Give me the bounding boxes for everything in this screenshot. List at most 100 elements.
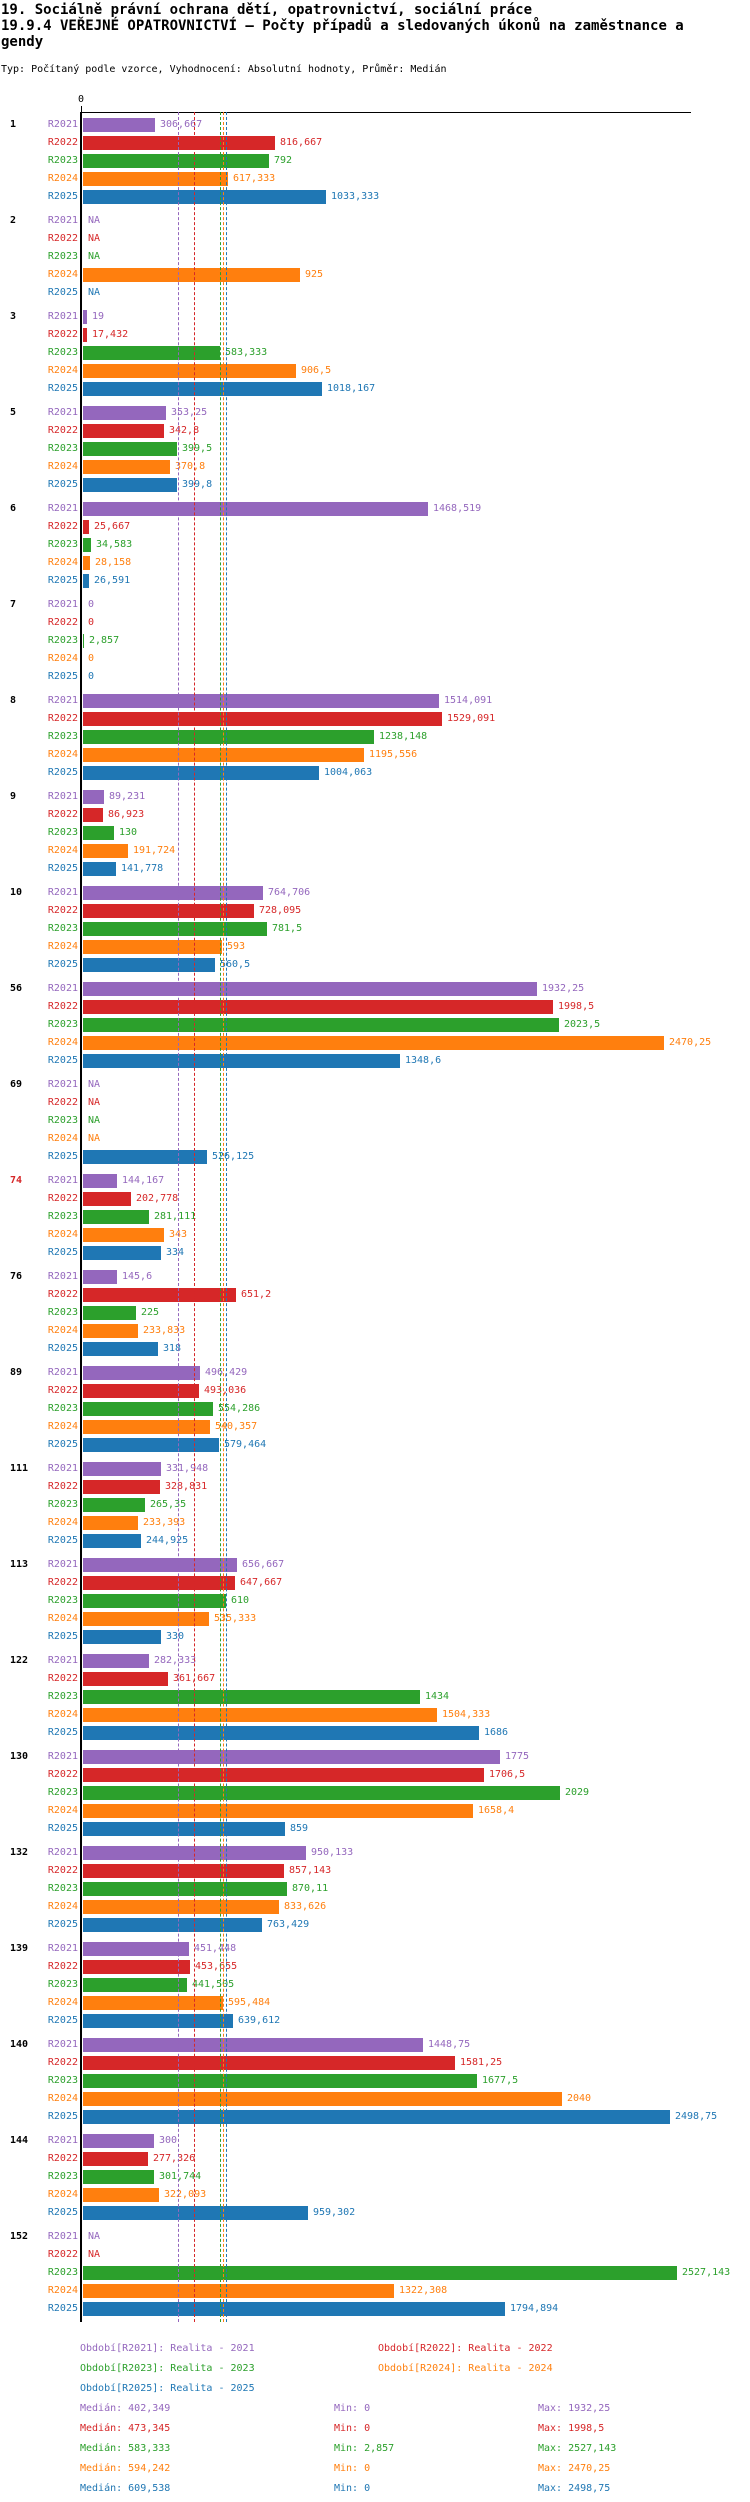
group-label: 113 <box>10 1559 29 1570</box>
year-label: R2024 <box>47 2093 78 2104</box>
group-label: 144 <box>10 2135 29 2146</box>
year-label: R2025 <box>47 191 78 202</box>
value-label: 1033,333 <box>331 191 380 202</box>
year-label: R2022 <box>47 713 78 724</box>
value-label: 1504,333 <box>442 1709 491 1720</box>
value-label: 89,231 <box>109 791 146 802</box>
value-label: 579,464 <box>224 1439 267 1450</box>
median-line-R2021 <box>178 112 179 2322</box>
year-label: R2024 <box>47 1997 78 2008</box>
bar <box>83 1708 437 1722</box>
group-label: 69 <box>10 1079 23 1090</box>
value-label: 141,778 <box>121 863 164 874</box>
bar <box>83 2302 505 2316</box>
year-label: R2025 <box>47 1631 78 1642</box>
bar <box>83 310 87 324</box>
year-label: R2024 <box>47 941 78 952</box>
group-label: 9 <box>10 791 17 802</box>
group-label: 6 <box>10 503 17 514</box>
bar <box>83 2110 670 2124</box>
year-label: R2024 <box>47 1805 78 1816</box>
bar <box>83 1864 284 1878</box>
stat-median-R2022: Medián: 473,345 <box>80 2423 171 2434</box>
year-label: R2021 <box>47 1463 78 1474</box>
bar <box>83 1228 164 1242</box>
bar <box>83 172 228 186</box>
year-label: R2025 <box>47 2207 78 2218</box>
na-label: NA <box>88 233 101 244</box>
year-label: R2021 <box>47 887 78 898</box>
year-label: R2025 <box>47 2303 78 2314</box>
bar <box>83 1438 219 1452</box>
bar <box>83 1288 236 1302</box>
na-label: NA <box>88 1097 101 1108</box>
group-label: 10 <box>10 887 23 898</box>
value-label: 870,11 <box>292 1883 329 1894</box>
na-label: NA <box>88 1115 101 1126</box>
value-label: 25,667 <box>94 521 131 532</box>
value-label: 595,484 <box>228 1997 271 2008</box>
value-label: 560,5 <box>220 959 251 970</box>
year-label: R2024 <box>47 557 78 568</box>
value-label: 353,25 <box>171 407 208 418</box>
value-label: 2023,5 <box>564 1019 601 1030</box>
value-label: 647,667 <box>240 1577 283 1588</box>
group-label: 152 <box>10 2231 29 2242</box>
value-label: 331,948 <box>166 1463 209 1474</box>
year-label: R2022 <box>47 2153 78 2164</box>
bar <box>83 2014 233 2028</box>
year-label: R2023 <box>47 1211 78 1222</box>
bar <box>83 268 300 282</box>
year-label: R2025 <box>47 959 78 970</box>
value-label: 1677,5 <box>482 2075 519 2086</box>
year-label: R2024 <box>47 1325 78 1336</box>
value-label: 1514,091 <box>444 695 493 706</box>
bar <box>83 556 90 570</box>
year-label: R2022 <box>47 1385 78 1396</box>
value-label: 1581,25 <box>460 2057 503 2068</box>
bar <box>83 1516 138 1530</box>
year-label: R2022 <box>47 1961 78 1972</box>
year-label: R2021 <box>47 1175 78 1186</box>
stat-median-R2021: Medián: 402,349 <box>80 2403 171 2414</box>
na-label: NA <box>88 2231 101 2242</box>
year-label: R2023 <box>47 635 78 646</box>
bar <box>83 1210 149 1224</box>
value-label: 816,667 <box>280 137 323 148</box>
year-label: R2025 <box>47 863 78 874</box>
year-label: R2024 <box>47 653 78 664</box>
stat-median-R2023: Medián: 583,333 <box>80 2443 171 2454</box>
year-label: R2025 <box>47 1151 78 1162</box>
value-label: 950,133 <box>311 1847 354 1858</box>
year-label: R2021 <box>47 215 78 226</box>
year-label: R2024 <box>47 749 78 760</box>
value-label: 1775 <box>505 1751 530 1762</box>
value-label: 610 <box>231 1595 250 1606</box>
year-label: R2024 <box>47 1421 78 1432</box>
bar <box>83 634 84 648</box>
group-label: 8 <box>10 695 17 706</box>
bar <box>83 502 428 516</box>
value-label: 1658,4 <box>478 1805 515 1816</box>
group-label: 139 <box>10 1943 29 1954</box>
axis-zero-tick <box>81 106 82 112</box>
value-label: 233,393 <box>143 1517 186 1528</box>
page-title: 19. Sociálně právní ochrana dětí, opatro… <box>1 2 533 18</box>
bar <box>83 1996 223 2010</box>
bar <box>83 2170 154 2184</box>
value-label: 26,591 <box>94 575 131 586</box>
value-label: 233,833 <box>143 1325 186 1336</box>
year-label: R2023 <box>47 1595 78 1606</box>
bar <box>83 712 442 726</box>
year-label: R2023 <box>47 1883 78 1894</box>
bar <box>83 2038 423 2052</box>
year-label: R2024 <box>47 2285 78 2296</box>
bar <box>83 478 177 492</box>
bar <box>83 1558 237 1572</box>
bar <box>83 1750 500 1764</box>
year-label: R2022 <box>47 905 78 916</box>
value-label: 1529,091 <box>447 713 496 724</box>
year-label: R2025 <box>47 479 78 490</box>
year-label: R2021 <box>47 407 78 418</box>
value-label: 441,505 <box>192 1979 235 1990</box>
